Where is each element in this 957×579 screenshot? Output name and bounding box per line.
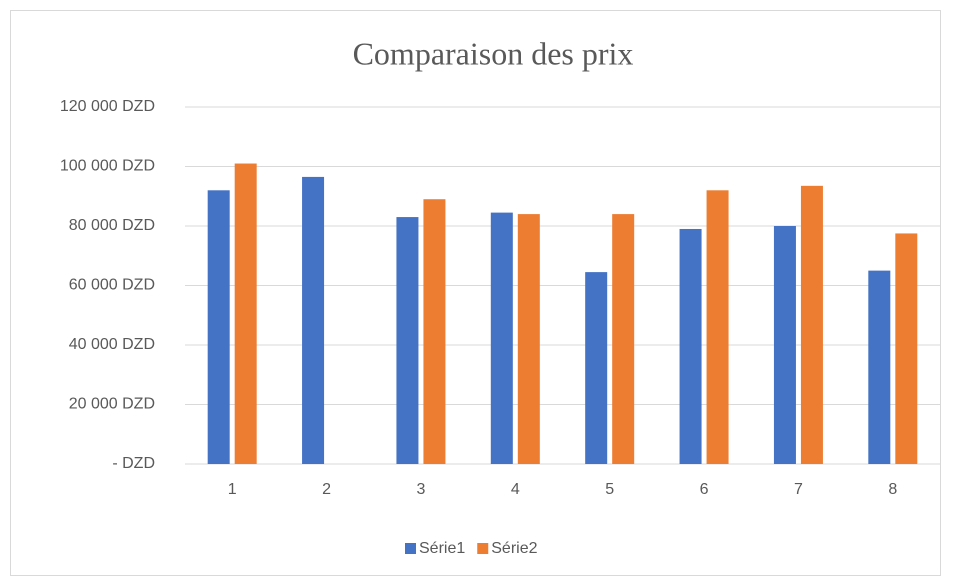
bar [895,233,918,464]
x-tick-label: 3 [416,481,425,498]
chart-title: Comparaison des prix [353,35,634,71]
bar [396,217,419,464]
y-tick-label: - DZD [112,455,155,472]
x-tick-label: 8 [888,481,897,498]
legend-swatch [405,543,416,554]
bar [517,214,540,464]
legend-label: Série2 [491,540,537,557]
x-tick-label: 1 [228,481,237,498]
bar [234,163,257,464]
bar [773,226,796,464]
bar [423,199,446,464]
bar [868,270,891,464]
legend-swatch [477,543,489,554]
y-tick-label: 20 000 DZD [69,396,155,413]
y-tick-label: 120 000 DZD [60,98,155,115]
x-tick-label: 5 [605,481,614,498]
legend-label: Série1 [419,540,465,557]
bar [207,190,230,465]
x-tick-label: 4 [511,481,520,498]
bar [612,214,635,464]
y-tick-label: 40 000 DZD [69,336,155,353]
y-tick-label: 80 000 DZD [69,217,155,234]
y-tick-label: 60 000 DZD [69,277,155,294]
bar [706,190,729,465]
bar [679,228,702,464]
x-tick-label: 7 [794,481,803,498]
bar [800,185,823,464]
bar [490,212,513,464]
bar [585,272,608,464]
bar [302,176,325,464]
x-tick-label: 2 [322,481,331,498]
y-tick-label: 100 000 DZD [60,158,155,175]
x-tick-label: 6 [700,481,709,498]
